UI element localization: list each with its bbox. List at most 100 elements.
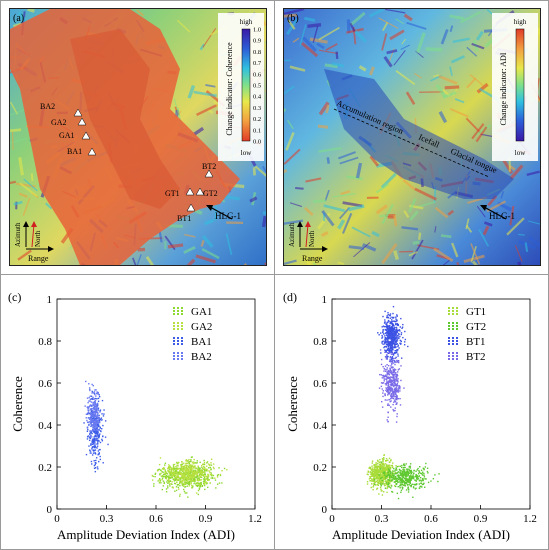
scatter-point [390,360,392,362]
scatter-point [384,472,387,475]
scatter-point [97,454,99,456]
scatter-point [396,339,398,342]
scatter-point [389,371,392,373]
scatter-point [178,477,180,479]
scatter-point [216,474,219,477]
scatter-point [92,410,95,413]
scatter-point [387,364,390,367]
scatter-point [168,478,170,480]
scatter-point [194,465,196,467]
scatter-point [415,479,417,482]
scatter-point [380,475,383,477]
scatter-point [378,464,381,466]
scatter-point [93,422,96,424]
scatter-point [166,473,169,475]
scatter-point [95,433,98,435]
scatter-point [203,463,206,466]
scatter-point [202,478,205,480]
scatter-point [394,345,396,347]
scatter-point [167,470,169,472]
scatter-point [394,346,396,349]
scatter-point [385,481,387,483]
scatter-point [187,475,189,477]
scatter-point [390,335,392,338]
scatter-point [196,471,198,474]
scatter-point [391,397,394,399]
scatter-point [94,435,96,438]
scatter-point [96,416,99,418]
scatter-point [397,390,399,393]
scatter-point [172,473,174,476]
scatter-point [406,479,408,481]
scatter-point [183,483,186,486]
scatter-point [187,473,190,476]
scatter-point [87,411,90,414]
scatter-point [415,470,417,472]
scatter-point [394,351,396,354]
scatter-point [392,305,395,308]
scatter-point [164,473,166,475]
scatter-point [392,397,395,400]
scatter-point [389,381,392,384]
scatter-point [91,448,93,450]
scatter-point [383,322,386,324]
scatter-point [385,355,387,358]
scatter-point [190,478,193,480]
scatter-point [393,342,395,344]
scatter-point [382,473,384,475]
scatter-point [192,472,194,474]
scatter-point [392,348,394,351]
scatter-point [207,477,209,479]
scatter-point [203,463,205,465]
scatter-point [205,476,208,478]
scatter-point [174,479,177,481]
scatter-point [390,388,392,390]
scatter-point [392,340,395,342]
scatter-point [388,468,390,470]
scatter-point [380,470,382,472]
scatter-point [93,431,96,433]
scatter-point [183,467,185,469]
scatter-point [393,335,396,337]
scatter-point [376,468,379,471]
scatter-point [374,472,376,474]
scatter-point [366,473,368,475]
scatter-point [190,465,192,467]
scatter-point [401,327,403,330]
scatter-point [180,472,182,474]
scatter-point [390,344,392,346]
scatter-point [101,428,103,430]
scatter-point [167,482,169,485]
scatter-point [392,317,395,319]
scatter-point [208,467,210,469]
scatter-point [194,473,197,475]
colorbar-a-ticks: 1.00.90.80.70.60.50.40.30.20.10.0 [253,27,262,146]
scatter-point [87,417,90,419]
scatter-point [95,424,97,426]
scatter-point [88,412,90,415]
scatter-point [381,336,384,338]
scatter-point [210,464,213,466]
scatter-point [200,479,202,481]
scatter-point [94,446,97,448]
scatter-point [387,479,389,481]
scatter-point [199,469,202,472]
scatter-point [383,380,385,382]
scatter-point [91,436,93,438]
scatter-point [371,473,374,476]
scatter-point [381,470,384,472]
scatter-point [103,413,105,415]
scatter-point [385,357,388,359]
scatter-point [162,475,164,478]
scatter-point [392,337,395,340]
scatter-point [423,482,425,485]
scatter-point [182,488,185,491]
scatter-point [387,338,390,340]
azimuth-label-a: Azimuth [14,222,22,247]
scatter-point [400,470,403,472]
scatter-point [389,335,391,337]
scatter-point [409,479,411,482]
scatter-point [391,339,394,341]
scatter-point [391,361,393,363]
scatter-point [387,471,389,474]
